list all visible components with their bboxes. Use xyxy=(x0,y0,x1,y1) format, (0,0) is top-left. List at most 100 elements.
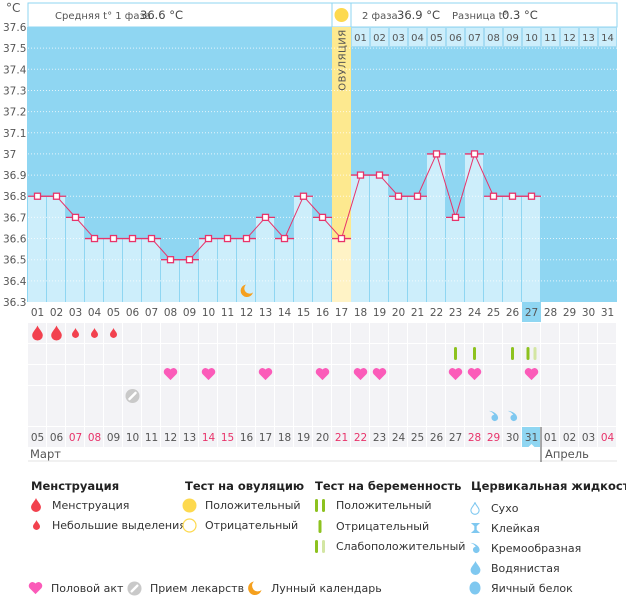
grid-cell xyxy=(579,406,597,426)
x-tick-label: 24 xyxy=(468,307,482,319)
phase2-day-label: 12 xyxy=(563,33,576,44)
x-tick-label: 12 xyxy=(240,307,253,319)
phase2-day-cell xyxy=(427,27,446,47)
x-tick-label: 04 xyxy=(88,307,102,319)
temperature-point xyxy=(356,171,365,179)
grid-cell xyxy=(427,344,445,364)
grid-cell xyxy=(142,365,160,385)
grid-cell xyxy=(541,323,559,343)
y-tick-label: 37.2 xyxy=(3,107,26,119)
legend-label: Лунный календарь xyxy=(271,581,382,595)
grid-cell xyxy=(351,323,369,343)
grid-cell xyxy=(123,344,141,364)
grid-cell xyxy=(180,344,198,364)
creamy-icon xyxy=(470,542,480,554)
grid-cell xyxy=(237,386,255,406)
grid-cell xyxy=(522,344,540,364)
calendar-date-label: 17 xyxy=(259,432,272,444)
grid-cell xyxy=(180,406,198,426)
grid-cell xyxy=(180,365,198,385)
diff-label: Разница t° xyxy=(452,11,508,22)
current-day-highlight xyxy=(522,302,541,322)
grid-cell xyxy=(541,365,559,385)
grid-cell xyxy=(408,344,426,364)
grid-cell xyxy=(161,323,179,343)
temperature-bar xyxy=(389,196,407,302)
phase2-label: 2 фаза xyxy=(362,11,398,22)
grid-cell xyxy=(199,386,217,406)
x-tick-label: 15 xyxy=(297,307,310,319)
temperature-bar xyxy=(351,175,369,302)
date-cell xyxy=(218,427,236,447)
y-tick-label: 37 xyxy=(3,149,16,161)
grid-cell xyxy=(522,386,540,406)
phase2-day-label: 04 xyxy=(411,33,424,44)
phase2-day-cell xyxy=(598,27,617,47)
legend-item-medication: Прием лекарств xyxy=(126,580,244,596)
legend-label: Яичный белок xyxy=(491,581,573,595)
grid-cell xyxy=(123,365,141,385)
date-cell xyxy=(579,427,597,447)
grid-cell xyxy=(180,323,198,343)
grid-cell xyxy=(503,386,521,406)
date-cell xyxy=(484,427,502,447)
grid-cell xyxy=(579,386,597,406)
x-tick-label: 10 xyxy=(202,307,215,319)
calendar-date-label: 09 xyxy=(107,432,120,444)
legend-label: Кремообразная xyxy=(491,541,582,555)
date-cell xyxy=(180,427,198,447)
date-cell xyxy=(275,427,293,447)
grid-cell xyxy=(199,406,217,426)
month-label: Апрель xyxy=(545,447,589,461)
calendar-date-label: 05 xyxy=(31,432,44,444)
single-bar-icon xyxy=(318,519,322,533)
grid-cell xyxy=(370,386,388,406)
x-tick-label: 14 xyxy=(278,307,292,319)
date-cell xyxy=(142,427,160,447)
grid-cell xyxy=(579,323,597,343)
grid-cell xyxy=(294,365,312,385)
calendar-date-label: 23 xyxy=(373,432,386,444)
grid-cell xyxy=(503,365,521,385)
y-tick-label: 37.4 xyxy=(3,64,27,76)
date-cell xyxy=(503,427,521,447)
grid-cell xyxy=(85,365,103,385)
weak-bars-icon xyxy=(315,539,325,553)
y-tick-label: 37.6 xyxy=(3,22,27,34)
legend-item-pregnancy-weak: Слабоположительный xyxy=(315,538,465,554)
temperature-point xyxy=(375,171,384,179)
grid-cell xyxy=(560,344,578,364)
calendar-date-label: 21 xyxy=(335,432,348,444)
calendar-date-label: 16 xyxy=(240,432,254,444)
legend-title-pregnancy-test: Тест на беременность xyxy=(315,479,462,493)
grid-cell xyxy=(142,344,160,364)
chart-header: Средняя t° 1 фаза 36.6 °C 2 фаза 36.9 °C… xyxy=(6,1,618,28)
grid-cell xyxy=(427,386,445,406)
temperature-point xyxy=(470,150,479,158)
x-tick-label: 03 xyxy=(69,307,82,319)
date-cell xyxy=(237,427,255,447)
x-tick-label: 30 xyxy=(582,307,595,319)
small-drop-icon xyxy=(32,520,40,530)
legend-label: Клейкая xyxy=(491,521,540,535)
date-cell xyxy=(332,427,350,447)
temperature-bar xyxy=(28,196,46,302)
grid-cell xyxy=(28,344,46,364)
y-tick-label: 36.4 xyxy=(3,276,27,288)
grid-cell xyxy=(370,344,388,364)
calendar-date-label: 24 xyxy=(392,432,406,444)
grid-cell xyxy=(408,323,426,343)
grid-cell xyxy=(85,344,103,364)
x-tick-label: 16 xyxy=(316,307,330,319)
phase2-day-label: 10 xyxy=(525,33,538,44)
grid-cell xyxy=(218,323,236,343)
grid-cell xyxy=(389,386,407,406)
grid-cell xyxy=(104,386,122,406)
temperature-point xyxy=(71,213,80,222)
grid-cell xyxy=(104,365,122,385)
temperature-bar xyxy=(123,238,141,302)
temperature-point xyxy=(432,150,441,158)
grid-cell xyxy=(579,344,597,364)
phase2-day-label: 08 xyxy=(487,33,500,44)
date-cell xyxy=(389,427,407,447)
